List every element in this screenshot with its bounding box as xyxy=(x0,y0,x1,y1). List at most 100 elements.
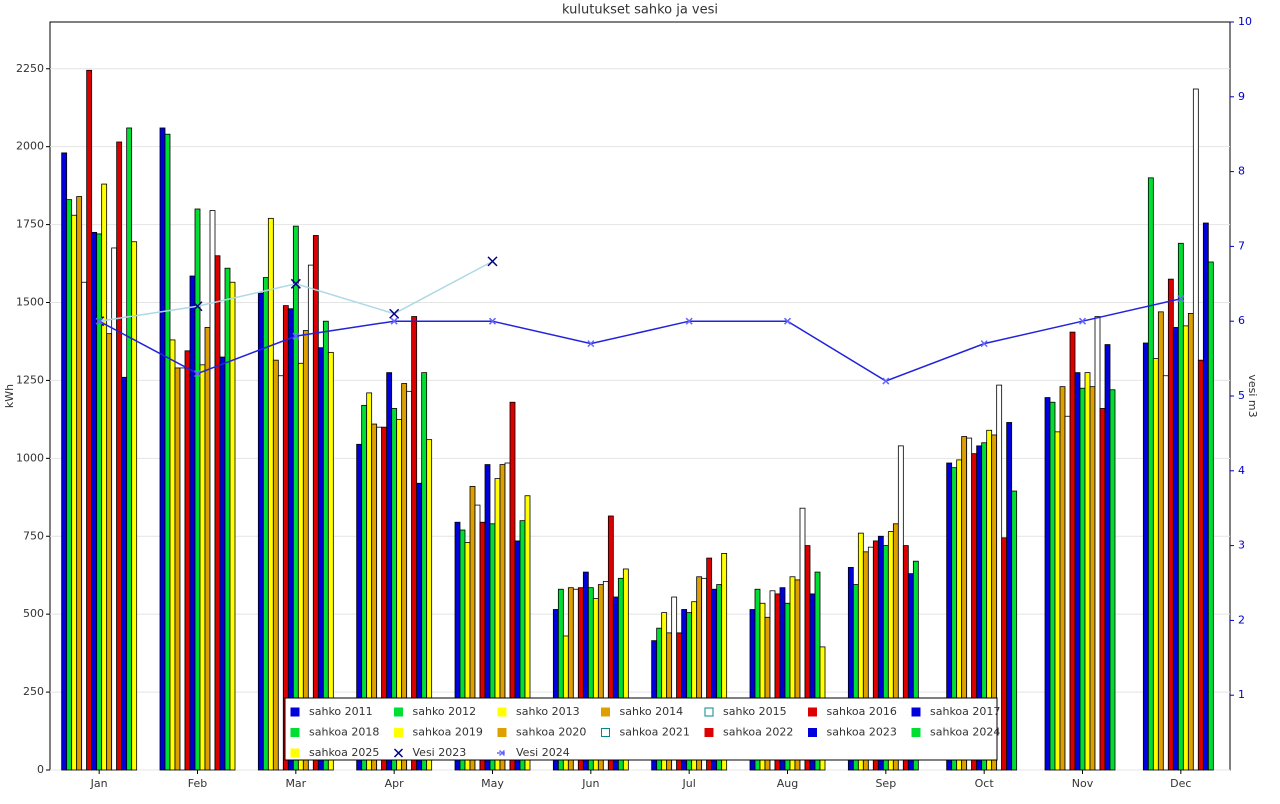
bar xyxy=(184,350,191,771)
bar xyxy=(257,292,264,771)
y2-tick-label: 2 xyxy=(1238,613,1245,626)
bar xyxy=(912,560,919,771)
bar xyxy=(1207,261,1214,771)
point-marker xyxy=(389,308,400,319)
legend-swatch xyxy=(497,707,507,717)
legend-swatch xyxy=(498,749,506,757)
y2-tick-label: 7 xyxy=(1238,239,1245,252)
bar xyxy=(292,225,299,771)
legend-swatch xyxy=(394,728,403,737)
point-marker xyxy=(192,301,203,312)
y-tick-label: 500 xyxy=(23,607,44,620)
legend-label: sahko 2011 xyxy=(309,705,373,718)
bar xyxy=(1162,375,1169,771)
y-tick-label: 1500 xyxy=(16,296,44,309)
bar xyxy=(1172,327,1179,771)
bar xyxy=(1001,537,1008,771)
bar xyxy=(81,281,88,771)
y-tick-label: 1750 xyxy=(16,218,44,231)
legend-swatch xyxy=(497,728,507,737)
bar xyxy=(1167,278,1174,771)
bar xyxy=(1054,431,1061,771)
legend-swatch xyxy=(911,728,921,737)
bar xyxy=(71,214,78,771)
bar xyxy=(262,277,269,771)
legend-swatch xyxy=(394,707,403,717)
legend-swatch xyxy=(911,707,921,717)
bar xyxy=(1074,372,1081,771)
bar xyxy=(1147,177,1154,771)
legend-label: sahkoa 2024 xyxy=(930,726,1000,739)
point-marker xyxy=(390,317,398,325)
legend-label: sahkoa 2023 xyxy=(827,726,897,739)
x-tick-label: Feb xyxy=(188,777,207,790)
bar xyxy=(277,375,284,771)
legend-label: sahkoa 2022 xyxy=(723,726,793,739)
legend-swatch xyxy=(290,748,300,758)
y-tick-label: 2000 xyxy=(16,140,44,153)
x-tick-label: Apr xyxy=(385,777,405,790)
bar xyxy=(1069,331,1076,771)
bar xyxy=(194,208,201,771)
bar xyxy=(159,127,166,771)
bar xyxy=(61,152,68,771)
bar xyxy=(224,267,231,771)
y-tick-label: 2250 xyxy=(16,62,44,75)
bar xyxy=(1006,422,1013,771)
bar xyxy=(101,183,108,771)
point-marker xyxy=(882,377,890,385)
bar xyxy=(219,356,226,771)
bar xyxy=(66,199,73,771)
point-marker xyxy=(292,332,300,340)
y-tick-label: 750 xyxy=(23,529,44,542)
x-tick-label: Jul xyxy=(682,777,696,790)
bar xyxy=(1064,415,1071,771)
x-tick-label: Jan xyxy=(90,777,108,790)
bar xyxy=(91,231,98,771)
bar xyxy=(1089,386,1096,771)
bar xyxy=(86,69,93,771)
legend-label: sahkoa 2025 xyxy=(309,746,379,759)
bar xyxy=(312,235,319,771)
y2-tick-label: 3 xyxy=(1238,539,1245,552)
bar xyxy=(214,255,221,771)
legend-label: sahkoa 2017 xyxy=(930,705,1000,718)
bar xyxy=(111,247,118,771)
legend-swatch xyxy=(704,707,714,717)
point-marker xyxy=(783,317,792,325)
y-tick-label: 1000 xyxy=(16,451,44,464)
point-marker xyxy=(290,278,301,289)
x-tick-label: Nov xyxy=(1072,777,1094,790)
bar xyxy=(1157,311,1164,771)
point-marker xyxy=(587,340,595,348)
bar xyxy=(1202,222,1209,771)
bar xyxy=(1192,88,1199,771)
bar xyxy=(327,351,334,771)
bar xyxy=(179,367,186,771)
bar xyxy=(116,141,123,771)
y2-axis-label: vesi m3 xyxy=(1246,374,1259,417)
bar xyxy=(1152,358,1159,771)
point-marker xyxy=(95,317,103,325)
bar xyxy=(1094,316,1101,771)
legend-label: sahkoa 2016 xyxy=(827,705,897,718)
legend-swatch xyxy=(808,728,817,737)
x-tick-label: Aug xyxy=(777,777,798,790)
bar xyxy=(209,210,216,771)
bar xyxy=(1177,242,1184,771)
bar xyxy=(721,552,728,771)
bar xyxy=(199,364,206,771)
y-axis-label: kWh xyxy=(3,384,16,408)
bar xyxy=(1142,342,1149,771)
bar xyxy=(426,439,433,771)
legend-label: sahkoa 2018 xyxy=(309,726,379,739)
bar xyxy=(1044,397,1051,771)
bar xyxy=(524,495,531,771)
legend-label: sahko 2013 xyxy=(516,705,580,718)
bar xyxy=(126,127,133,771)
legend-swatch xyxy=(290,707,300,717)
point-marker xyxy=(685,317,693,325)
bar xyxy=(1084,372,1091,771)
bar xyxy=(1187,313,1194,771)
